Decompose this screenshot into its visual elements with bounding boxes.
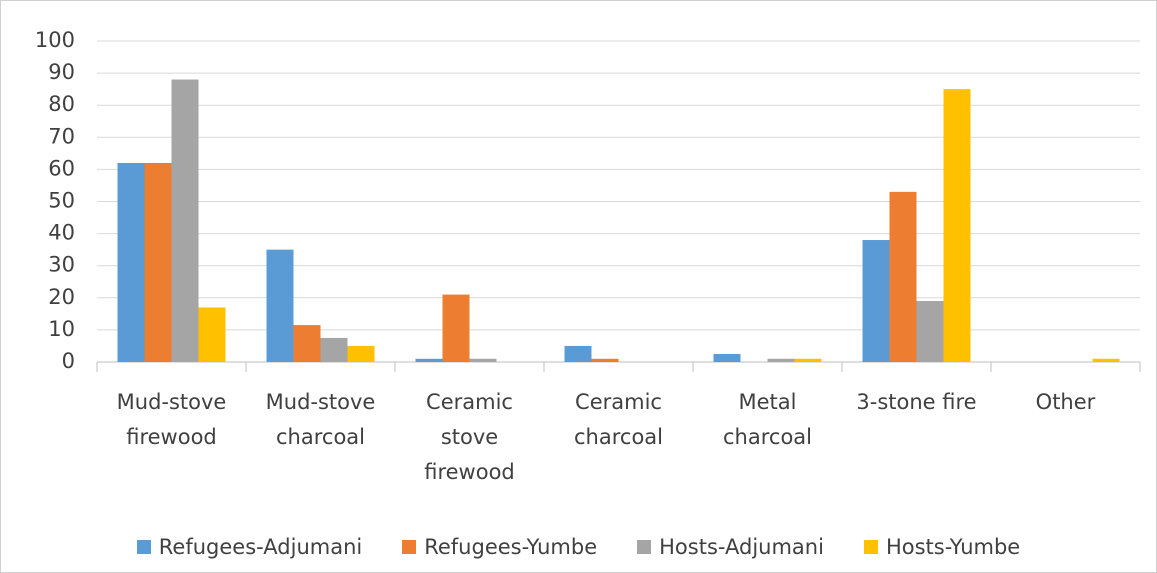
legend-swatch [136,540,151,554]
x-tick-label: Ceramic charcoal [574,390,663,449]
bar [347,345,375,362]
y-tick-label: 50 [48,189,75,213]
y-tick-label: 20 [48,285,75,309]
y-tick-label: 100 [35,28,75,52]
bar [293,325,321,362]
legend-swatch [637,540,652,554]
bar [442,294,470,362]
legend: Refugees-Adjumani Refugees-Yumbe Hosts-Adj… [0,535,1157,559]
y-tick-label: 90 [48,60,75,84]
y-tick-label: 40 [48,221,75,245]
y-tick-label: 30 [48,253,75,277]
x-tick-label: Metal charcoal [723,390,812,449]
bar [889,191,917,362]
x-tick-label: Ceramic stove firewood [424,390,515,484]
y-tick-label: 10 [48,317,75,341]
legend-item: Refugees-Adjumani [136,535,363,559]
legend-item: Hosts-Adjumani [637,535,824,559]
bar [943,89,971,363]
bar [767,358,795,362]
bar [1092,358,1120,362]
y-tick-label: 80 [48,92,75,116]
x-tick-label: 3-stone fire [856,390,977,414]
bar [713,353,741,362]
bar [320,337,348,362]
x-tick-label: Mud-stove firewood [116,390,227,449]
bar [198,307,226,362]
bar [415,358,443,362]
bar [916,301,944,362]
bar [862,240,890,362]
legend-swatch [402,540,417,554]
legend-swatch [863,540,878,554]
legend-label: Hosts-Adjumani [659,535,824,559]
bar [564,345,592,362]
x-tick-label: Mud-stove charcoal [265,390,376,449]
y-tick-label: 0 [62,349,75,373]
x-tick-label: Other [1035,390,1096,414]
y-tick-label: 70 [48,124,75,148]
legend-item: Refugees-Yumbe [402,535,597,559]
bar [794,358,822,362]
legend-label: Hosts-Yumbe [885,535,1021,559]
y-tick-label: 60 [48,156,75,180]
bar [117,162,145,362]
bar [266,249,294,362]
bar [469,358,497,362]
bar [171,79,199,363]
legend-label: Refugees-Adjumani [158,535,363,559]
legend-item: Hosts-Yumbe [863,535,1021,559]
bar [144,162,172,362]
legend-label: Refugees-Yumbe [424,535,598,559]
bar [591,358,619,362]
